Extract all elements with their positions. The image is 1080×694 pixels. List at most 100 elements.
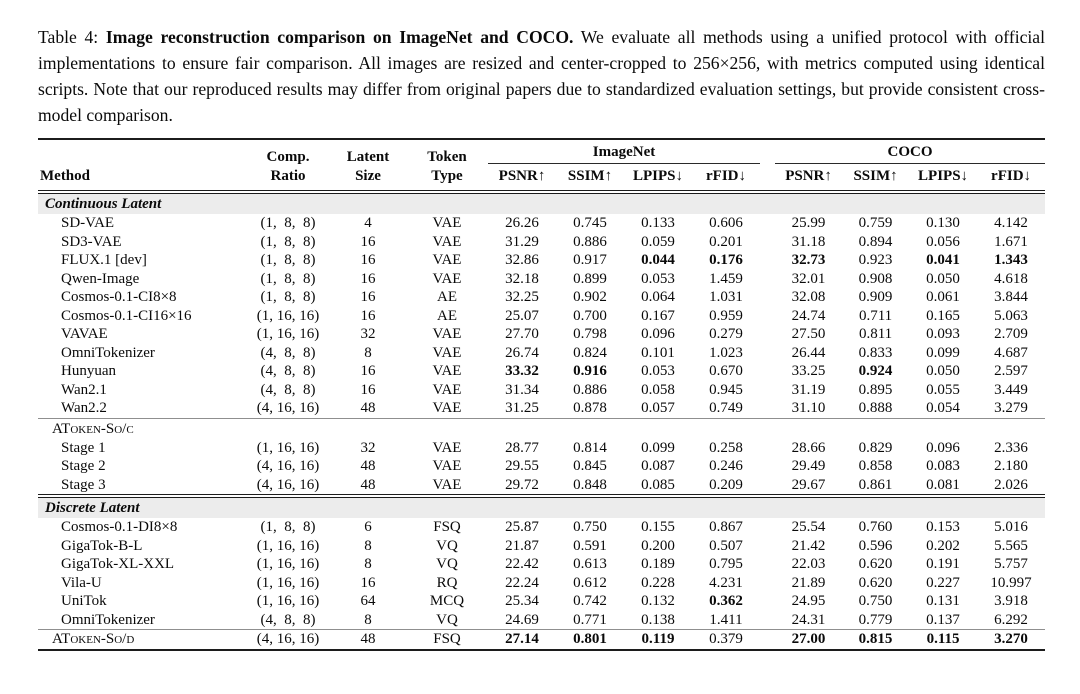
cell-metric-value: 0.670 xyxy=(709,363,743,379)
cell-metric-value: 0.362 xyxy=(709,593,743,609)
cell-comp-ratio: (1, 8, 8) xyxy=(260,215,316,231)
section-label-row: Continuous Latent xyxy=(38,192,1046,214)
cell-metric-value: 21.42 xyxy=(791,537,826,554)
cell-comp-ratio: (4, 8, 8) xyxy=(260,611,316,628)
cell-metric-value: 6.292 xyxy=(994,611,1028,628)
cell-token-type: VAE xyxy=(432,363,462,379)
cell-latent-size: 8 xyxy=(364,344,372,361)
cell-spacer xyxy=(760,344,775,363)
cell-metric-value: 0.085 xyxy=(641,476,675,493)
table-row: VAVAE (1, 16, 16) 32 VAE 27.70 0.798 0.096 0.27… xyxy=(38,325,1045,344)
cell-metric-value: 33.25 xyxy=(791,363,826,379)
cell-metric-value: 0.908 xyxy=(858,270,893,287)
cell-metric-value: 0.050 xyxy=(926,270,960,287)
table-row: FLUX.1 [dev] (1, 8, 8) 16 VAE 32.86 0.917 0.04… xyxy=(38,251,1045,270)
cell-metric-value: 31.25 xyxy=(505,400,539,416)
cell-spacer xyxy=(760,611,775,630)
cell-comp-ratio: (1, 16, 16) xyxy=(256,326,320,342)
cell-metric-value: 0.096 xyxy=(641,326,675,342)
section-label: Continuous Latent xyxy=(38,192,1046,214)
cell-metric-value: 0.227 xyxy=(926,574,960,591)
cell-latent-size: 8 xyxy=(364,611,372,628)
caption-body: We evaluate all methods using a unified … xyxy=(38,27,1045,125)
cell-spacer xyxy=(760,233,775,252)
cell-metric-value: 0.917 xyxy=(573,252,607,268)
cell-metric-value: 4.231 xyxy=(709,574,743,591)
cell-metric-value: 0.845 xyxy=(573,458,607,474)
table-row: Hunyuan (4, 8, 8) 16 VAE 33.32 0.916 0.053 0.67… xyxy=(38,362,1045,381)
cell-metric-value: 3.270 xyxy=(994,631,1028,647)
cell-method: Wan2.1 xyxy=(61,381,107,398)
metric-header-row: PSNR↑ SSIM↑ LPIPS↓ rFID↓ PSNR↑ SSIM↑ LPI… xyxy=(38,164,1045,193)
cell-metric-value: 0.507 xyxy=(709,537,743,554)
cell-metric-value: 1.671 xyxy=(994,233,1028,250)
cell-token-type: VAE xyxy=(432,476,462,493)
table-row: Stage 3 (4, 16, 16) 48 VAE 29.72 0.848 0.085 0.… xyxy=(38,476,1045,497)
cell-latent-size: 6 xyxy=(364,519,372,535)
cell-metric-value: 0.771 xyxy=(573,611,607,628)
cell-comp-ratio: (4, 8, 8) xyxy=(260,344,316,361)
table-header: Method Comp. Ratio Latent Size Token Typ… xyxy=(38,139,1046,193)
cell-spacer xyxy=(760,381,775,400)
group-header-row: Method Comp. Ratio Latent Size Token Typ… xyxy=(38,139,1046,184)
cell-metric-value: 5.063 xyxy=(994,307,1028,324)
col-header-token: Token xyxy=(427,149,467,165)
cell-metric-value: 0.081 xyxy=(926,476,960,493)
cell-token-type: AE xyxy=(437,307,457,324)
cell-metric-value: 0.886 xyxy=(573,381,607,398)
cell-token-type: MCQ xyxy=(429,593,465,609)
cell-comp-ratio: (1, 8, 8) xyxy=(260,270,316,287)
cell-metric-value: 31.10 xyxy=(791,400,826,416)
cell-metric-value: 0.189 xyxy=(641,556,675,572)
cell-method: OmniTokenizer xyxy=(61,344,155,361)
cell-metric-value: 0.138 xyxy=(641,611,675,628)
cell-metric-value: 4.618 xyxy=(994,270,1028,287)
cell-spacer xyxy=(760,307,775,326)
cell-metric-value: 0.829 xyxy=(858,439,893,456)
cell-method: Qwen-Image xyxy=(61,270,140,287)
cell-metric-value: 0.058 xyxy=(641,381,675,398)
cell-metric-value: 0.923 xyxy=(858,252,893,268)
table-row: OmniTokenizer (4, 8, 8) 8 VAE 26.74 0.824 0.10… xyxy=(38,344,1045,363)
cell-metric-value: 2.336 xyxy=(994,439,1028,456)
cell-comp-ratio: (1, 16, 16) xyxy=(256,537,320,554)
cell-spacer xyxy=(760,399,775,418)
cell-metric-value: 0.101 xyxy=(641,344,675,361)
table-row: Qwen-Image (1, 8, 8) 16 VAE 32.18 0.899 0.053 1… xyxy=(38,270,1045,289)
cell-method: SD-VAE xyxy=(61,215,115,231)
section-atoken-so-c: AToken-So/c Stage 1 (1, 16, 16) 32 VAE 28.77 0… xyxy=(38,418,1046,497)
cell-spacer xyxy=(760,362,775,381)
cell-metric-value: 0.612 xyxy=(573,574,607,591)
cell-token-type: VAE xyxy=(432,381,462,398)
cell-spacer xyxy=(760,214,775,233)
cell-metric-value: 0.613 xyxy=(573,556,607,572)
group-header-imagenet: ImageNet xyxy=(488,139,761,164)
cell-metric-value: 0.087 xyxy=(641,458,675,474)
cell-metric-value: 31.29 xyxy=(505,233,539,250)
cell-spacer xyxy=(760,270,775,289)
col-header-token-type: Token Type xyxy=(406,139,488,192)
cell-metric-value: 0.050 xyxy=(926,363,960,379)
table-row: GigaTok-XL-XXL (1, 16, 16) 8 VQ 22.42 0.613 0.… xyxy=(38,555,1045,574)
cell-spacer xyxy=(760,476,775,497)
col-header-method: Method xyxy=(40,168,90,184)
table-row: GigaTok-B-L (1, 16, 16) 8 VQ 21.87 0.591 0.200… xyxy=(38,537,1045,556)
cell-latent-size: 64 xyxy=(360,593,376,609)
cell-latent-size: 16 xyxy=(360,289,376,305)
cell-latent-size: 48 xyxy=(360,476,376,493)
cell-metric-value: 28.77 xyxy=(505,439,539,456)
cell-metric-value: 0.191 xyxy=(926,556,960,572)
cell-metric-value: 26.74 xyxy=(505,344,539,361)
cell-metric-value: 0.056 xyxy=(926,233,960,250)
cell-metric-value: 0.878 xyxy=(573,400,607,416)
cell-metric-value: 1.031 xyxy=(709,289,743,305)
cell-method: FLUX.1 [dev] xyxy=(61,252,147,268)
cell-latent-size: 16 xyxy=(360,307,376,324)
table-caption: Table 4: Image reconstruction comparison… xyxy=(38,24,1045,128)
cell-metric-value: 0.083 xyxy=(926,458,960,474)
cell-metric-value: 0.867 xyxy=(709,519,743,535)
cell-latent-size: 16 xyxy=(360,270,376,287)
cell-metric-value: 0.801 xyxy=(573,631,607,647)
cell-metric-value: 0.153 xyxy=(926,519,960,535)
